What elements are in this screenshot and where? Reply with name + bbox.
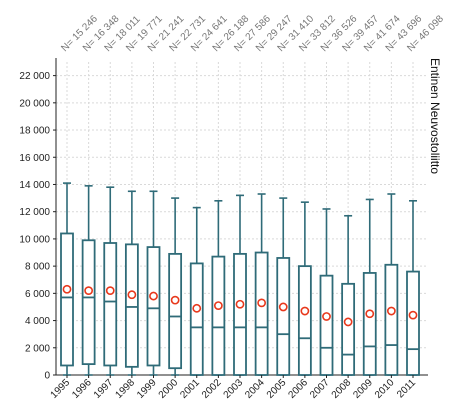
x-tick-label: 2005 (265, 377, 289, 401)
box-body (319, 274, 334, 376)
box-body (406, 270, 420, 376)
box-body (384, 263, 399, 376)
box-body (124, 243, 139, 368)
y-tick-label: 12 000 (19, 207, 50, 218)
y-tick-label: 18 000 (19, 126, 50, 137)
x-tick-label: 2007 (308, 377, 332, 401)
mean-markers (62, 284, 418, 327)
x-tick-label: 2011 (395, 377, 418, 400)
mean-marker (386, 306, 396, 316)
x-tick-label: 2009 (351, 377, 375, 401)
boxes (60, 182, 420, 376)
mean-marker (408, 310, 418, 320)
mean-marker (322, 312, 331, 321)
box-body (189, 262, 204, 376)
x-tick-label: 2001 (178, 377, 202, 401)
mean-marker (278, 302, 288, 312)
y-tick-label: 4 000 (25, 316, 50, 327)
box-2006 (297, 201, 312, 376)
box-2000 (168, 197, 183, 376)
box-body (254, 251, 269, 376)
y-tick-label: 10 000 (19, 234, 50, 245)
box-body (341, 282, 356, 376)
box-body (168, 252, 183, 370)
y-tick-label: 16 000 (19, 153, 50, 164)
x-tick-label: 1998 (113, 377, 137, 401)
box-body (81, 239, 96, 366)
box-body (362, 272, 377, 376)
mean-marker (105, 286, 115, 296)
box-body (60, 232, 74, 367)
box-1996 (81, 185, 96, 376)
y-tick-labels: 0 2 000 4 000 6 000 8 000 10 000 12 000 14 000 1… (19, 71, 56, 382)
box-1995 (60, 182, 74, 376)
box-body (103, 242, 118, 367)
mean-marker (170, 295, 180, 305)
mean-marker (149, 291, 158, 301)
box-2009 (362, 198, 377, 376)
x-tick-label: 2008 (330, 377, 354, 401)
x-tick-label: 2002 (200, 377, 224, 401)
box-2001 (189, 206, 204, 376)
y-tick-label: 0 (44, 371, 50, 382)
x-tick-label: 1997 (92, 377, 116, 401)
mean-marker (192, 303, 202, 313)
box-1998 (124, 190, 139, 376)
mean-marker (257, 298, 267, 308)
x-tick-label: 2003 (222, 377, 246, 401)
y-tick-label: 6 000 (25, 289, 50, 300)
x-tick-label: 2004 (243, 377, 267, 401)
box-body (146, 246, 161, 367)
box-1997 (103, 186, 118, 376)
x-tick-label: 2006 (286, 377, 310, 401)
y-tick-label: 14 000 (19, 180, 50, 191)
x-tick-label: 1996 (70, 377, 94, 401)
box-1999 (146, 190, 161, 376)
box-2010 (384, 193, 399, 376)
mean-marker (343, 317, 353, 327)
chart-title: Entinen Neuvostoliitto (428, 58, 442, 174)
mean-marker (235, 299, 245, 309)
mean-marker (84, 286, 94, 296)
x-tick-label: 2000 (157, 377, 181, 401)
box-2003 (233, 194, 247, 376)
mean-marker (300, 306, 310, 316)
box-body (297, 265, 312, 376)
x-tick-label: 1999 (135, 377, 159, 401)
box-2002 (211, 200, 226, 376)
mean-marker (127, 290, 137, 300)
mean-marker (62, 284, 72, 294)
box-2008 (341, 214, 356, 376)
x-tick-label: 2010 (373, 377, 397, 401)
box-body (233, 252, 247, 376)
box-2004 (254, 193, 269, 376)
box-body (211, 255, 226, 376)
box-body (276, 257, 291, 376)
box-2011 (406, 200, 420, 376)
mean-marker (365, 309, 375, 319)
y-tick-label: 2 000 (25, 343, 50, 354)
y-tick-label: 22 000 (19, 71, 50, 82)
x-tick-label: 1995 (49, 377, 73, 401)
x-tick-labels: 1995199619971998199920002001200220032004… (49, 375, 418, 401)
y-tick-label: 20 000 (19, 98, 50, 109)
mean-marker (213, 301, 223, 310)
box-2007 (319, 208, 334, 376)
box-2005 (276, 197, 291, 376)
y-tick-label: 8 000 (25, 262, 50, 273)
